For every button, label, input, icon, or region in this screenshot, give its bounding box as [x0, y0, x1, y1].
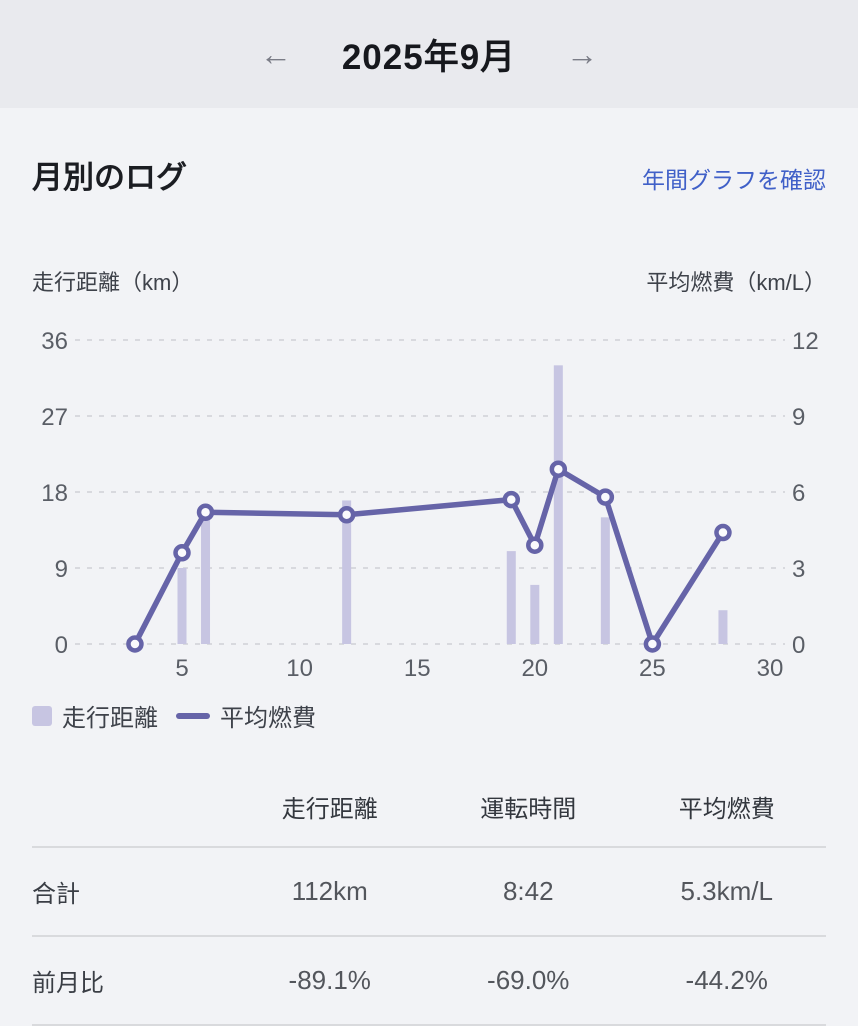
fuel-economy-point	[502, 490, 521, 509]
left-axis-title: 走行距離（km）	[32, 270, 194, 295]
distance-bar	[506, 551, 516, 644]
line-swatch-icon	[176, 712, 210, 719]
monthly-chart: 0 9 18 27 36 0 3 6 9 12 5 10 15 20 25 30	[0, 305, 858, 692]
x-axis-tick: 30	[757, 655, 784, 682]
table-row-total: 合計 112km 8:42 5.3km/L	[32, 848, 826, 935]
chart-legend: 走行距離 平均燃費	[0, 692, 858, 733]
previous-month-arrow-icon[interactable]: ←	[252, 34, 300, 74]
mom-fuel: -44.2%	[685, 965, 768, 995]
table-header-row: 走行距離 運転時間 平均燃費	[32, 779, 826, 846]
month-nav-bar: ← 2025年9月 →	[0, 0, 858, 108]
page-title: 月別のログ	[32, 160, 187, 195]
left-axis-tick: 9	[55, 556, 68, 583]
mom-drive-time: -69.0%	[487, 965, 570, 995]
left-axis-tick: 27	[41, 404, 68, 431]
fuel-economy-point	[126, 635, 144, 653]
total-drive-time: 8:42	[502, 876, 554, 906]
distance-bar	[718, 610, 728, 644]
x-axis-tick: 25	[639, 655, 666, 682]
fuel-economy-point	[714, 523, 732, 542]
table-divider	[32, 846, 826, 848]
table-row-month-over-month: 前月比 -89.1% -69.0% -44.2%	[32, 937, 826, 1024]
distance-bar	[201, 517, 211, 644]
fuel-economy-point	[549, 460, 568, 478]
next-month-arrow-icon[interactable]: →	[558, 34, 606, 74]
distance-bar	[177, 568, 187, 644]
x-axis-tick: 10	[286, 655, 313, 682]
row-label: 合計	[32, 881, 80, 908]
right-axis-tick: 3	[792, 556, 805, 583]
annual-graph-link[interactable]: 年間グラフを確認	[642, 167, 826, 193]
distance-bar	[600, 517, 610, 644]
distance-bar	[530, 584, 540, 644]
mom-distance: -89.1%	[288, 965, 371, 995]
left-axis-tick: 0	[55, 632, 68, 659]
distance-bar	[342, 500, 352, 644]
x-axis-tick: 20	[521, 655, 548, 682]
section-header: 月別のログ 年間グラフを確認	[0, 108, 858, 197]
left-axis-tick: 18	[41, 480, 68, 507]
fuel-economy-point	[337, 506, 356, 524]
legend-label: 走行距離	[62, 705, 158, 732]
month-title: 2025年9月	[341, 37, 517, 77]
table-divider	[32, 935, 826, 937]
table-header-fuel: 平均燃費	[678, 796, 775, 823]
fuel-economy-point	[643, 635, 662, 653]
fuel-economy-point	[173, 544, 191, 562]
left-axis-tick: 36	[41, 328, 68, 355]
x-axis-tick: 5	[175, 655, 188, 682]
legend-label: 平均燃費	[220, 705, 316, 732]
total-fuel: 5.3km/L	[680, 876, 774, 906]
bar-swatch-icon	[32, 705, 52, 726]
right-axis-title: 平均燃費（km/L）	[646, 270, 826, 295]
legend-item-distance: 走行距離	[32, 698, 158, 733]
right-axis-tick: 12	[792, 328, 819, 355]
legend-item-fuel: 平均燃費	[176, 698, 316, 733]
right-axis-tick: 9	[792, 404, 805, 431]
fuel-economy-point	[196, 503, 215, 522]
fuel-economy-point	[596, 488, 615, 506]
table-header-distance: 走行距離	[281, 796, 378, 823]
table-header-drive-time: 運転時間	[480, 796, 577, 823]
fuel-economy-point	[526, 536, 544, 554]
x-axis-tick: 15	[404, 655, 431, 682]
right-axis-tick: 0	[792, 632, 805, 659]
summary-table: 走行距離 運転時間 平均燃費 合計 112km 8:42 5.3km/L 前月比…	[32, 779, 826, 1026]
row-label: 前月比	[32, 970, 104, 997]
fuel-economy-line	[132, 466, 726, 647]
distance-bar	[553, 365, 563, 644]
right-axis-tick: 6	[792, 480, 805, 507]
total-distance: 112km	[291, 876, 368, 906]
axis-titles-row: 走行距離（km） 平均燃費（km/L）	[0, 197, 858, 297]
